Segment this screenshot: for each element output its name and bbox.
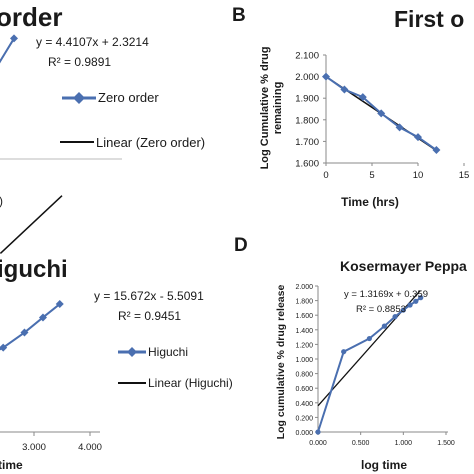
higuchi-r2: R² = 0.9451 [118,309,181,323]
higuchi-data-point [0,343,8,352]
kp-x-tick-label: 1.500 [437,440,455,447]
first-x-ticks: 0 5 10 15 [323,163,469,181]
first-data-point [432,146,441,155]
first-x-tick-label: 15 [459,170,470,181]
kp-equation: y = 1.3169x + 0.359 [344,289,428,300]
higuchi-data-point [38,313,47,322]
kp-xlabel: log time [361,458,407,472]
first-data-point [340,85,349,94]
kp-y-tick-label: 1.400 [295,328,313,335]
zero-legend-fit-label: Linear (Zero order) [96,135,205,150]
first-data-point [358,93,367,102]
higuchi-fit-line [0,195,63,254]
first-xlabel: Time (hrs) [341,195,399,209]
first-y-tick-label: 2.000 [295,72,319,83]
higuchi-series-marks [0,195,64,352]
kp-r2: R² = 0.8853 [356,304,406,315]
first-panel-letter: B [232,5,246,26]
first-ylabel-line1: Log Cumulative % drug [259,47,271,170]
kp-data-point [400,307,406,313]
kp-series-line [317,296,422,433]
panel-higuchi: iguchi y = 15.672x - 5.5091 R² = 0.9451 … [0,195,233,472]
higuchi-legend-fit-label: Linear (Higuchi) [148,376,233,390]
kp-data-point [418,295,424,301]
panel-zero-order: order y = 4.4107x + 2.3214 R² = 0.9891 Z… [0,2,205,208]
kp-data-point [413,298,419,304]
first-x-tick-label: 0 [323,170,328,181]
kp-data-point [392,314,398,320]
kp-y-tick-label: 1.800 [295,299,313,306]
zero-legend-series-label: Zero order [98,90,159,105]
zero-xlabel-fragment: ) [0,194,3,208]
panel-kosermayer-peppas: D Kosermayer Peppa Log cumulative % drug… [234,235,467,472]
first-data-point [322,72,330,81]
higuchi-xlabel-fragment: time [0,458,23,472]
first-title: First o [394,6,464,32]
kp-y-ticks: 2.000 1.800 1.600 1.400 1.200 1.000 0.800 0.600… [295,284,318,437]
first-y-tick-label: 2.100 [295,51,319,62]
higuchi-data-point [55,300,64,309]
kp-x-tick-label: 0.000 [309,440,327,447]
zero-series-marks [0,34,18,64]
kp-data-point [381,323,387,329]
kp-title: Kosermayer Peppa [340,258,467,274]
first-y-tick-label: 1.800 [295,115,319,126]
zero-legend-marker-icon [73,92,85,104]
first-y-tick-label: 1.900 [295,94,319,105]
kp-series-marks [315,290,424,435]
kp-y-tick-label: 0.400 [295,401,313,408]
higuchi-x-tick-label: 4.000 [78,442,102,453]
first-ylabel-line2: remaining [272,82,284,135]
kp-y-tick-label: 0.800 [295,372,313,379]
zero-equation: y = 4.4107x + 2.3214 [36,35,149,49]
kp-x-tick-label: 1.000 [395,440,413,447]
kp-y-tick-label: 1.600 [295,313,313,320]
kp-data-point [315,429,321,435]
kp-data-point [407,302,413,308]
higuchi-equation: y = 15.672x - 5.5091 [94,289,204,303]
first-y-tick-label: 1.600 [295,159,319,170]
kp-x-ticks: 0.000 0.500 1.000 1.500 [309,432,455,447]
kp-y-tick-label: 0.200 [295,415,313,422]
first-series-marks [322,72,441,155]
higuchi-title: iguchi [0,256,68,283]
kp-y-tick-label: 1.200 [295,342,313,349]
first-x-tick-label: 5 [369,170,374,181]
kp-x-tick-label: 0.500 [352,440,370,447]
kp-data-point [341,349,347,355]
higuchi-legend-marker-icon [127,347,137,357]
first-data-point [414,133,422,142]
higuchi-x-tick-label: 3.000 [22,442,46,453]
first-x-tick-label: 10 [413,170,424,181]
zero-data-point [10,34,18,43]
zero-r2: R² = 0.9891 [48,55,111,69]
higuchi-x-ticks: 3.000 4.000 [22,432,102,453]
first-y-ticks: 2.100 2.000 1.900 1.800 1.700 1.600 [295,51,326,170]
panel-first-order: B First o Log Cumulative % drug remainin… [232,5,469,209]
higuchi-data-point [20,328,29,337]
first-data-point [395,123,404,132]
kp-y-tick-label: 1.000 [295,357,313,364]
zero-title: order [0,2,62,32]
higuchi-series-line [0,303,61,351]
first-data-point [377,109,386,118]
first-y-tick-label: 1.700 [295,137,319,148]
kp-y-tick-label: 2.000 [295,284,313,291]
kp-y-tick-label: 0.000 [295,430,313,437]
higuchi-legend-series-label: Higuchi [148,345,188,359]
kp-ylabel: Log cumulative % drug release [275,285,287,440]
kp-y-tick-label: 0.600 [295,386,313,393]
kp-panel-letter: D [234,235,248,256]
kp-data-point [366,335,372,342]
zero-series-line [0,37,15,64]
